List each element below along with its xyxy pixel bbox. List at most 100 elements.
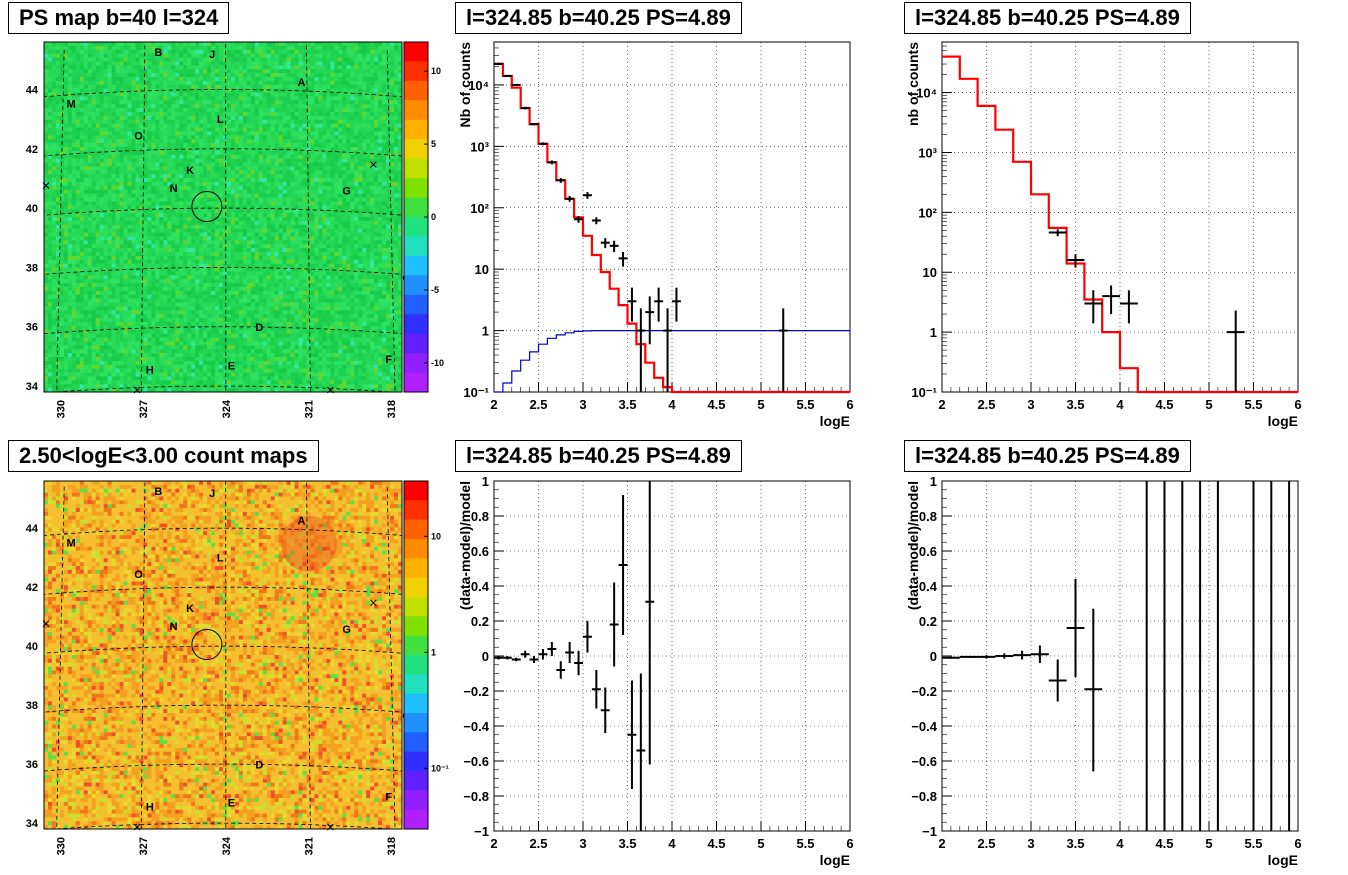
longitude-line (56, 486, 65, 829)
lat-tick-label: 36 (26, 322, 38, 334)
x-tick-label: 2 (938, 397, 945, 412)
spec2-title: l=324.85 b=40.25 PS=4.89 (904, 2, 1191, 34)
x-tick-label: 5.5 (1244, 836, 1262, 851)
colorbar-frame (403, 480, 429, 830)
x-tick-label: 2.5 (529, 836, 547, 851)
source-label-m: M (67, 99, 76, 111)
lat-tick-label: 40 (26, 641, 38, 653)
colorbar-segment (404, 616, 428, 637)
colorbar-segment (404, 751, 428, 772)
colorbar-segment (404, 255, 428, 276)
y-tick-label: 10⁴ (468, 78, 489, 93)
y-tick-label: −0.2 (463, 684, 489, 699)
source-label-o: O (134, 569, 143, 581)
y-tick-label: 10³ (918, 145, 937, 160)
lon-tick-label: 330 (56, 837, 68, 855)
x-tick-label: 5.5 (796, 836, 814, 851)
y-tick-label: −0.4 (911, 719, 937, 734)
y-tick-label: −1 (474, 824, 489, 839)
longitude-line (386, 487, 396, 829)
source-label-n: N (170, 621, 178, 633)
map-frame (43, 41, 403, 393)
colorbar-segment (404, 80, 428, 101)
lat-tick-label: 36 (26, 759, 38, 771)
colorbar-segment (404, 655, 428, 675)
lat-tick-label: 34 (26, 381, 39, 393)
colorbar-segment (404, 178, 428, 198)
source-label-b: B (154, 486, 162, 498)
colorbar-1 (403, 41, 429, 393)
y-tick-label: 1 (930, 474, 937, 489)
x-tick-label: 3.5 (618, 397, 636, 412)
colorbar-segment (404, 333, 428, 354)
colorbar-segment (404, 713, 428, 733)
x-axis-label: logE (1268, 413, 1298, 429)
source-label-l: L (217, 553, 224, 565)
lon-tick-label: 324 (221, 399, 233, 418)
colorbar-segment (404, 809, 428, 830)
colorbar-segment (404, 790, 428, 811)
longitude-line (306, 482, 311, 829)
lon-tick-label: 327 (138, 837, 150, 855)
exposure-histogram (494, 330, 850, 393)
latitude-line (49, 385, 397, 392)
map-frame (43, 480, 403, 830)
lon-tick-label: 330 (56, 400, 68, 418)
colorbar-segment (404, 42, 428, 62)
model-histogram (942, 55, 1298, 394)
y-tick-label: 10 (475, 262, 489, 277)
x-tick-label: 4.5 (1155, 836, 1173, 851)
colorbar-segment (404, 481, 428, 501)
colorbar-segment (404, 61, 428, 82)
x-tick-label: 4.5 (1155, 397, 1173, 412)
latitude-line (44, 645, 402, 654)
source-label-d: D (255, 759, 263, 771)
y-tick-label: 0 (930, 649, 937, 664)
x-tick-label: 5 (1205, 836, 1212, 851)
x-tick-label: 3.5 (1066, 397, 1084, 412)
cross-marker (133, 386, 141, 394)
map1-title: PS map b=40 l=324 (8, 2, 230, 34)
x-tick-label: 3 (1027, 836, 1034, 851)
longitude-line (306, 43, 311, 392)
x-tick-label: 5.5 (1244, 397, 1262, 412)
cross-marker (42, 620, 50, 628)
cross-marker (327, 386, 334, 394)
x-tick-label: 4 (668, 836, 676, 851)
y-tick-label: −0.8 (463, 789, 489, 804)
lat-tick-label: 44 (26, 84, 39, 96)
source-label-j: J (209, 488, 215, 500)
x-axis-label: logE (820, 852, 850, 868)
colorbar-segment (404, 558, 428, 579)
cross-marker (133, 823, 141, 831)
x-tick-label: 6 (846, 836, 853, 851)
source-label-g: G (342, 186, 351, 198)
colorbar-segment (404, 197, 428, 218)
y-tick-label: 10³ (470, 139, 489, 154)
x-axis-label: logE (1268, 852, 1298, 868)
latitude-line (44, 527, 402, 536)
y-tick-label: 10⁻¹ (463, 385, 489, 400)
y-tick-label: −0.4 (463, 719, 489, 734)
x-tick-label: 4.5 (707, 397, 725, 412)
x-axis-label: logE (820, 413, 850, 429)
y-tick-label: 0.2 (471, 614, 489, 629)
source-label-d: D (255, 322, 263, 334)
colorbar-segment (404, 275, 428, 296)
source-label-g: G (342, 624, 351, 636)
source-label-a: A (298, 77, 306, 89)
y-tick-label: 10 (923, 265, 937, 280)
lon-tick-label: 321 (303, 400, 315, 418)
chart-3 (493, 480, 851, 832)
colorbar-segment (404, 519, 428, 540)
colorbar-segment (404, 577, 428, 598)
cross-marker (42, 182, 50, 189)
x-tick-label: 5 (1205, 397, 1212, 412)
sky-map-1: BJAMLOKNGCDFHE (42, 41, 410, 394)
y-tick-label: 0.8 (471, 509, 489, 524)
lat-tick-label: 40 (26, 203, 38, 215)
y-tick-label: 10² (918, 205, 937, 220)
x-tick-label: 5 (757, 397, 764, 412)
x-tick-label: 4.5 (707, 836, 725, 851)
